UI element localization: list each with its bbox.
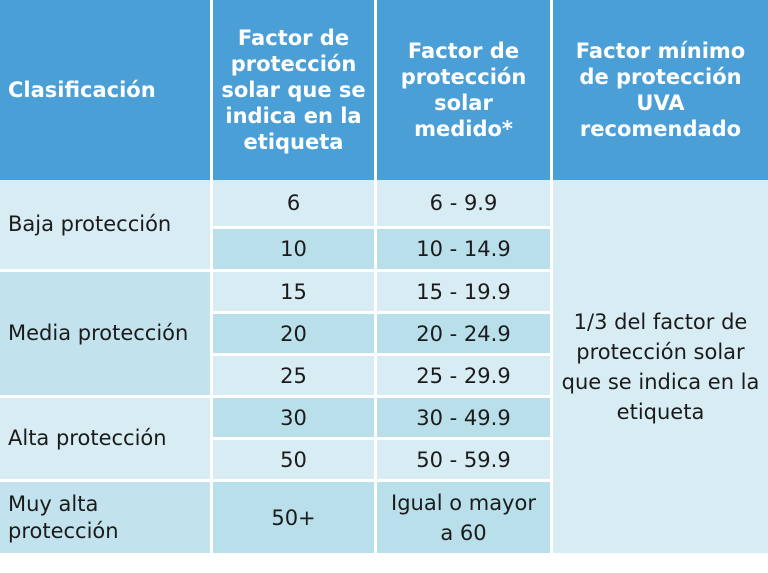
header-factor-uva: Factor mínimo de protección UVA recomend… bbox=[550, 0, 768, 180]
indicated-value: 6 bbox=[210, 180, 374, 226]
measured-value: 30 - 49.9 bbox=[374, 395, 550, 437]
indicated-value: 10 bbox=[210, 226, 374, 269]
group-label-muy-alta: Muy alta protección bbox=[0, 479, 210, 553]
measured-value: 6 - 9.9 bbox=[374, 180, 550, 226]
group-label-baja: Baja protección bbox=[0, 180, 210, 269]
header-factor-medido: Factor de protección solar medido* bbox=[374, 0, 550, 180]
indicated-value: 20 bbox=[210, 311, 374, 353]
header-factor-indicado: Factor de protección solar que se indica… bbox=[210, 0, 374, 180]
group-label-media: Media protección bbox=[0, 269, 210, 395]
measured-value: Igual o mayor a 60 bbox=[374, 479, 550, 553]
measured-value: 10 - 14.9 bbox=[374, 226, 550, 269]
indicated-value: 50+ bbox=[210, 479, 374, 553]
indicated-value: 15 bbox=[210, 269, 374, 311]
indicated-value: 50 bbox=[210, 437, 374, 479]
uva-recommendation: 1/3 del factor de protección solar que s… bbox=[550, 180, 768, 553]
header-clasificacion: Clasificación bbox=[0, 0, 210, 180]
measured-value: 20 - 24.9 bbox=[374, 311, 550, 353]
indicated-value: 30 bbox=[210, 395, 374, 437]
measured-value: 50 - 59.9 bbox=[374, 437, 550, 479]
measured-value: 15 - 19.9 bbox=[374, 269, 550, 311]
indicated-value: 25 bbox=[210, 353, 374, 395]
group-label-alta: Alta protección bbox=[0, 395, 210, 479]
measured-value: 25 - 29.9 bbox=[374, 353, 550, 395]
